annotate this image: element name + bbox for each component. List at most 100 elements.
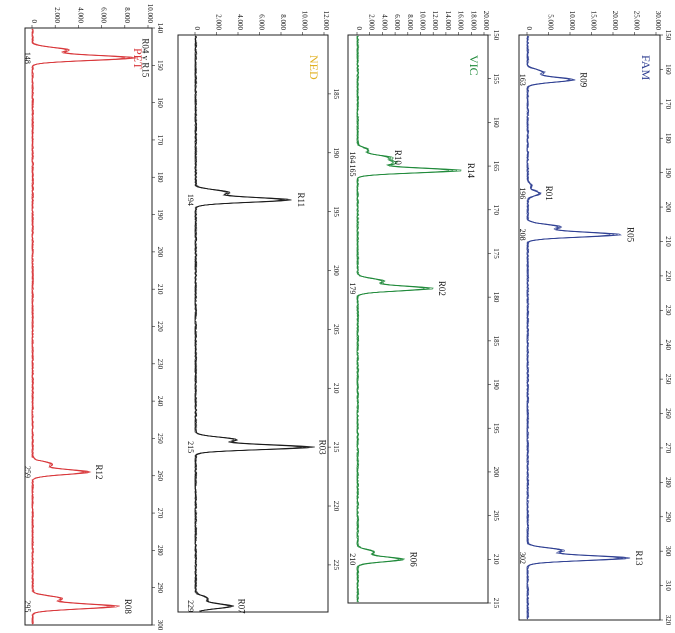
x-tick-label: 170 bbox=[664, 99, 672, 110]
y-tick-label: 8.000 bbox=[123, 7, 131, 23]
x-tick-label: 185 bbox=[332, 89, 340, 100]
x-tick-label: 230 bbox=[156, 359, 164, 370]
peak-marker-label: R07 bbox=[237, 599, 247, 615]
peak-size-label: 210 bbox=[348, 553, 357, 565]
trace-line bbox=[526, 35, 624, 620]
plot-frame bbox=[24, 27, 153, 626]
peak-size-label: 302 bbox=[518, 552, 527, 564]
peak-size-label: 164 bbox=[348, 151, 357, 163]
peak-size-label: 179 bbox=[348, 282, 357, 294]
peak-marker-label: R06 bbox=[409, 552, 419, 568]
x-tick-label: 200 bbox=[332, 265, 340, 276]
y-tick-label: 0 bbox=[525, 27, 533, 31]
trace-line bbox=[526, 35, 627, 620]
trace-line bbox=[31, 28, 133, 625]
peak-size-label: 165 bbox=[348, 164, 357, 176]
peak-marker-label: R13 bbox=[634, 551, 644, 567]
x-tick-label: 240 bbox=[664, 339, 672, 350]
y-tick-label: 0 bbox=[355, 27, 363, 31]
x-tick-label: 205 bbox=[492, 510, 500, 521]
y-tick-label: 2.000 bbox=[368, 14, 376, 30]
x-tick-label: 185 bbox=[492, 336, 500, 347]
trace-line bbox=[194, 35, 315, 612]
x-tick-label: 190 bbox=[332, 148, 340, 159]
y-tick-label: 4.000 bbox=[236, 14, 244, 30]
peak-marker-label: R05 bbox=[626, 227, 636, 243]
x-tick-label: 190 bbox=[156, 209, 164, 220]
y-tick-label: 10.000 bbox=[568, 11, 576, 31]
x-tick-label: 270 bbox=[156, 508, 164, 519]
x-tick-label: 200 bbox=[156, 247, 164, 258]
x-tick-label: 140 bbox=[156, 23, 164, 34]
x-tick-label: 310 bbox=[664, 580, 672, 591]
x-tick-label: 170 bbox=[492, 205, 500, 216]
panel-vic: 150 155 160 165 170 175 180 185 190 195 200 205 210 2… bbox=[347, 11, 500, 609]
x-tick-label: 290 bbox=[156, 582, 164, 593]
peak-marker-label: R09 bbox=[578, 72, 588, 88]
trace-line bbox=[356, 35, 454, 603]
x-tick-label: 300 bbox=[156, 620, 164, 631]
y-tick-label: 10.000 bbox=[301, 11, 309, 31]
x-tick-label: 215 bbox=[492, 598, 500, 609]
dye-title: PET bbox=[131, 48, 145, 70]
x-tick-label: 290 bbox=[664, 512, 672, 523]
x-tick-label: 220 bbox=[332, 501, 340, 512]
peak-size-label: 148 bbox=[23, 52, 32, 64]
y-tick-label: 8.000 bbox=[279, 14, 287, 30]
y-tick-label: 30.000 bbox=[654, 11, 662, 31]
x-tick-label: 170 bbox=[156, 135, 164, 146]
x-tick-label: 320 bbox=[664, 615, 672, 626]
x-tick-label: 220 bbox=[156, 321, 164, 332]
peak-size-label: 194 bbox=[186, 194, 195, 206]
x-tick-label: 250 bbox=[664, 374, 672, 385]
peak-marker-label: R10 bbox=[393, 150, 403, 166]
trace-line bbox=[31, 28, 126, 625]
y-tick-label: 5.000 bbox=[547, 14, 555, 30]
plot-frame bbox=[347, 34, 489, 604]
trace-line bbox=[356, 36, 450, 603]
x-tick-label: 180 bbox=[664, 133, 672, 144]
y-tick-label: 12.000 bbox=[322, 11, 330, 31]
x-tick-label: 250 bbox=[156, 433, 164, 444]
x-tick-label: 180 bbox=[156, 172, 164, 183]
peak-marker-label: R14 bbox=[466, 163, 476, 179]
x-tick-label: 165 bbox=[492, 161, 500, 172]
x-tick-label: 150 bbox=[492, 30, 500, 41]
x-tick-label: 210 bbox=[492, 554, 500, 565]
x-tick-label: 195 bbox=[492, 423, 500, 434]
y-tick-label: 12.000 bbox=[431, 11, 439, 31]
panel-ned: 185 190 195 200 205 210 215 220 225 0 2.000 4.000 6.… bbox=[177, 11, 340, 615]
dye-title: FAM bbox=[639, 55, 653, 80]
x-tick-label: 210 bbox=[156, 284, 164, 295]
y-tick-label: 18.000 bbox=[469, 11, 477, 31]
trace-line bbox=[526, 35, 631, 620]
peak-size-label: 196 bbox=[518, 187, 527, 199]
x-tick-label: 200 bbox=[492, 467, 500, 478]
peak-marker-label: R03 bbox=[317, 440, 327, 456]
x-tick-label: 260 bbox=[664, 408, 672, 419]
peak-marker-label: R12 bbox=[94, 465, 104, 480]
trace-line bbox=[194, 35, 302, 612]
y-tick-label: 10.000 bbox=[419, 11, 427, 31]
peak-marker-label: R08 bbox=[123, 599, 133, 615]
trace-line bbox=[194, 35, 310, 612]
y-tick-label: 6.000 bbox=[100, 7, 108, 23]
y-tick-label: 2.000 bbox=[215, 14, 223, 30]
peak-marker-label: R02 bbox=[437, 281, 447, 296]
x-tick-label: 180 bbox=[492, 292, 500, 303]
peak-marker-label: R11 bbox=[296, 193, 306, 208]
trace-line bbox=[356, 35, 458, 603]
y-tick-label: 15.000 bbox=[590, 11, 598, 31]
x-tick-label: 230 bbox=[664, 305, 672, 316]
peak-marker-label: R01 bbox=[544, 186, 554, 201]
peak-size-label: 163 bbox=[518, 74, 527, 86]
trace-line bbox=[31, 28, 131, 625]
y-tick-label: 2.000 bbox=[53, 7, 61, 23]
trace-line bbox=[31, 28, 137, 625]
x-tick-label: 195 bbox=[332, 206, 340, 217]
x-tick-label: 280 bbox=[664, 477, 672, 488]
x-tick-label: 150 bbox=[156, 60, 164, 71]
x-tick-label: 160 bbox=[664, 64, 672, 75]
peak-marker-label: R04 y R15 bbox=[140, 38, 150, 78]
